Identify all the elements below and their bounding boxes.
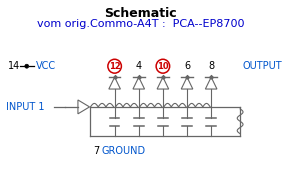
Text: 6: 6: [184, 61, 190, 71]
Text: 4: 4: [136, 61, 142, 71]
Text: OUTPUT: OUTPUT: [242, 61, 282, 71]
Text: 10: 10: [157, 62, 169, 71]
Text: 7: 7: [93, 146, 100, 156]
Text: VCC: VCC: [37, 61, 57, 71]
Text: GROUND: GROUND: [101, 146, 145, 156]
Text: INPUT 1: INPUT 1: [6, 102, 44, 112]
Text: 8: 8: [208, 61, 214, 71]
Text: 14: 14: [8, 61, 21, 71]
Text: Schematic: Schematic: [104, 7, 177, 20]
Text: 12: 12: [109, 62, 120, 71]
Circle shape: [25, 64, 29, 68]
Text: vom orig.Commo-A4T :  PCA--EP8700: vom orig.Commo-A4T : PCA--EP8700: [37, 19, 244, 29]
